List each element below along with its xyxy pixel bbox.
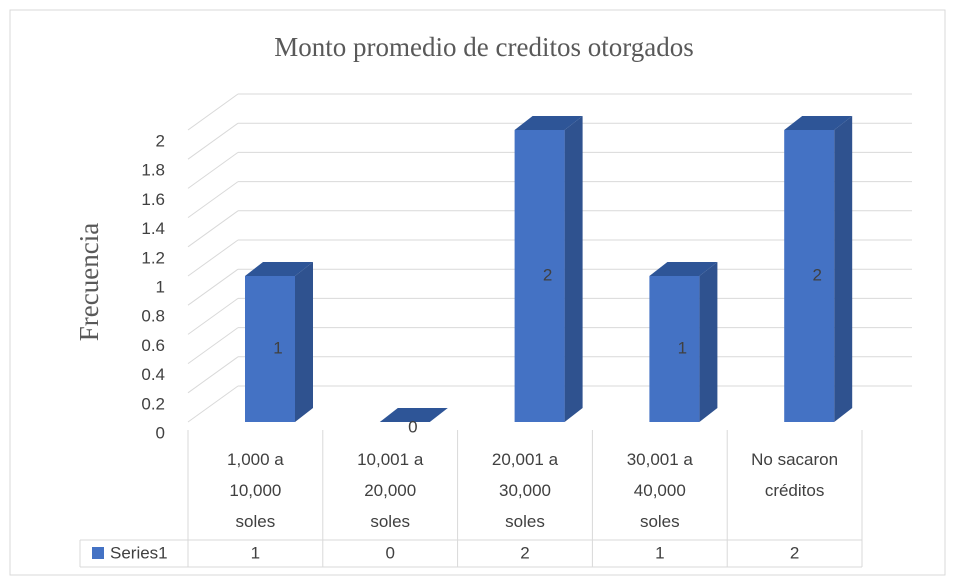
y-tick-label: 1.2 [141,248,165,267]
bar [245,276,295,422]
grid-line [187,327,239,365]
bar-side [564,116,583,422]
grid-line [187,151,239,189]
bar-top [649,262,718,276]
table-value: 1 [251,543,260,562]
grid-line [187,356,239,394]
data-label: 1 [678,338,687,357]
table-value: 1 [655,543,664,562]
data-label: 0 [408,417,417,436]
y-tick-label: 1 [156,277,165,296]
grid-line [187,181,239,219]
grid-line [187,297,239,335]
bar-top [245,262,313,276]
grid-line [187,268,239,306]
legend-label: Series1 [110,543,168,562]
grid-line [187,93,239,131]
grid-line [187,239,239,277]
table-value: 2 [790,543,799,562]
y-tick-label: 0.8 [141,307,165,326]
data-label: 2 [812,265,821,284]
y-tick-label: 1.4 [141,219,165,238]
y-tick-label: 1.8 [141,161,165,180]
bar [649,276,700,422]
data-label: 1 [273,338,282,357]
bar [784,130,835,422]
y-axis-label: Frecuencia [74,223,104,341]
grid-line [187,210,239,248]
legend-swatch [92,547,104,559]
table-value: 2 [520,543,529,562]
x-tick-label: 30,001 a 40,000 soles [626,450,693,531]
bar [514,130,565,422]
y-tick-label: 0.6 [141,336,165,355]
x-tick-label: 10,001 a 20,000 soles [357,450,424,531]
bar-top [784,116,853,130]
y-tick-label: 0.4 [141,365,165,384]
data-label: 2 [543,265,552,284]
y-tick-label: 1.6 [141,190,165,209]
table-value: 0 [385,543,394,562]
bar-side [295,262,313,422]
chart-title: Monto promedio de creditos otorgados [274,32,693,62]
x-tick-label: 1,000 a 10,000 soles [227,450,284,531]
grid-line [187,122,239,160]
y-tick-label: 2 [156,131,165,150]
bar-side [699,262,718,422]
x-tick-label: 20,001 a 30,000 soles [491,450,559,531]
grid-line [187,385,239,423]
bar-top [514,116,583,130]
bar-side [834,116,853,422]
x-tick-label: No sacaron créditos [751,450,839,500]
y-tick-label: 0 [156,423,165,442]
y-tick-label: 0.2 [141,394,165,413]
bar-top [379,408,448,422]
